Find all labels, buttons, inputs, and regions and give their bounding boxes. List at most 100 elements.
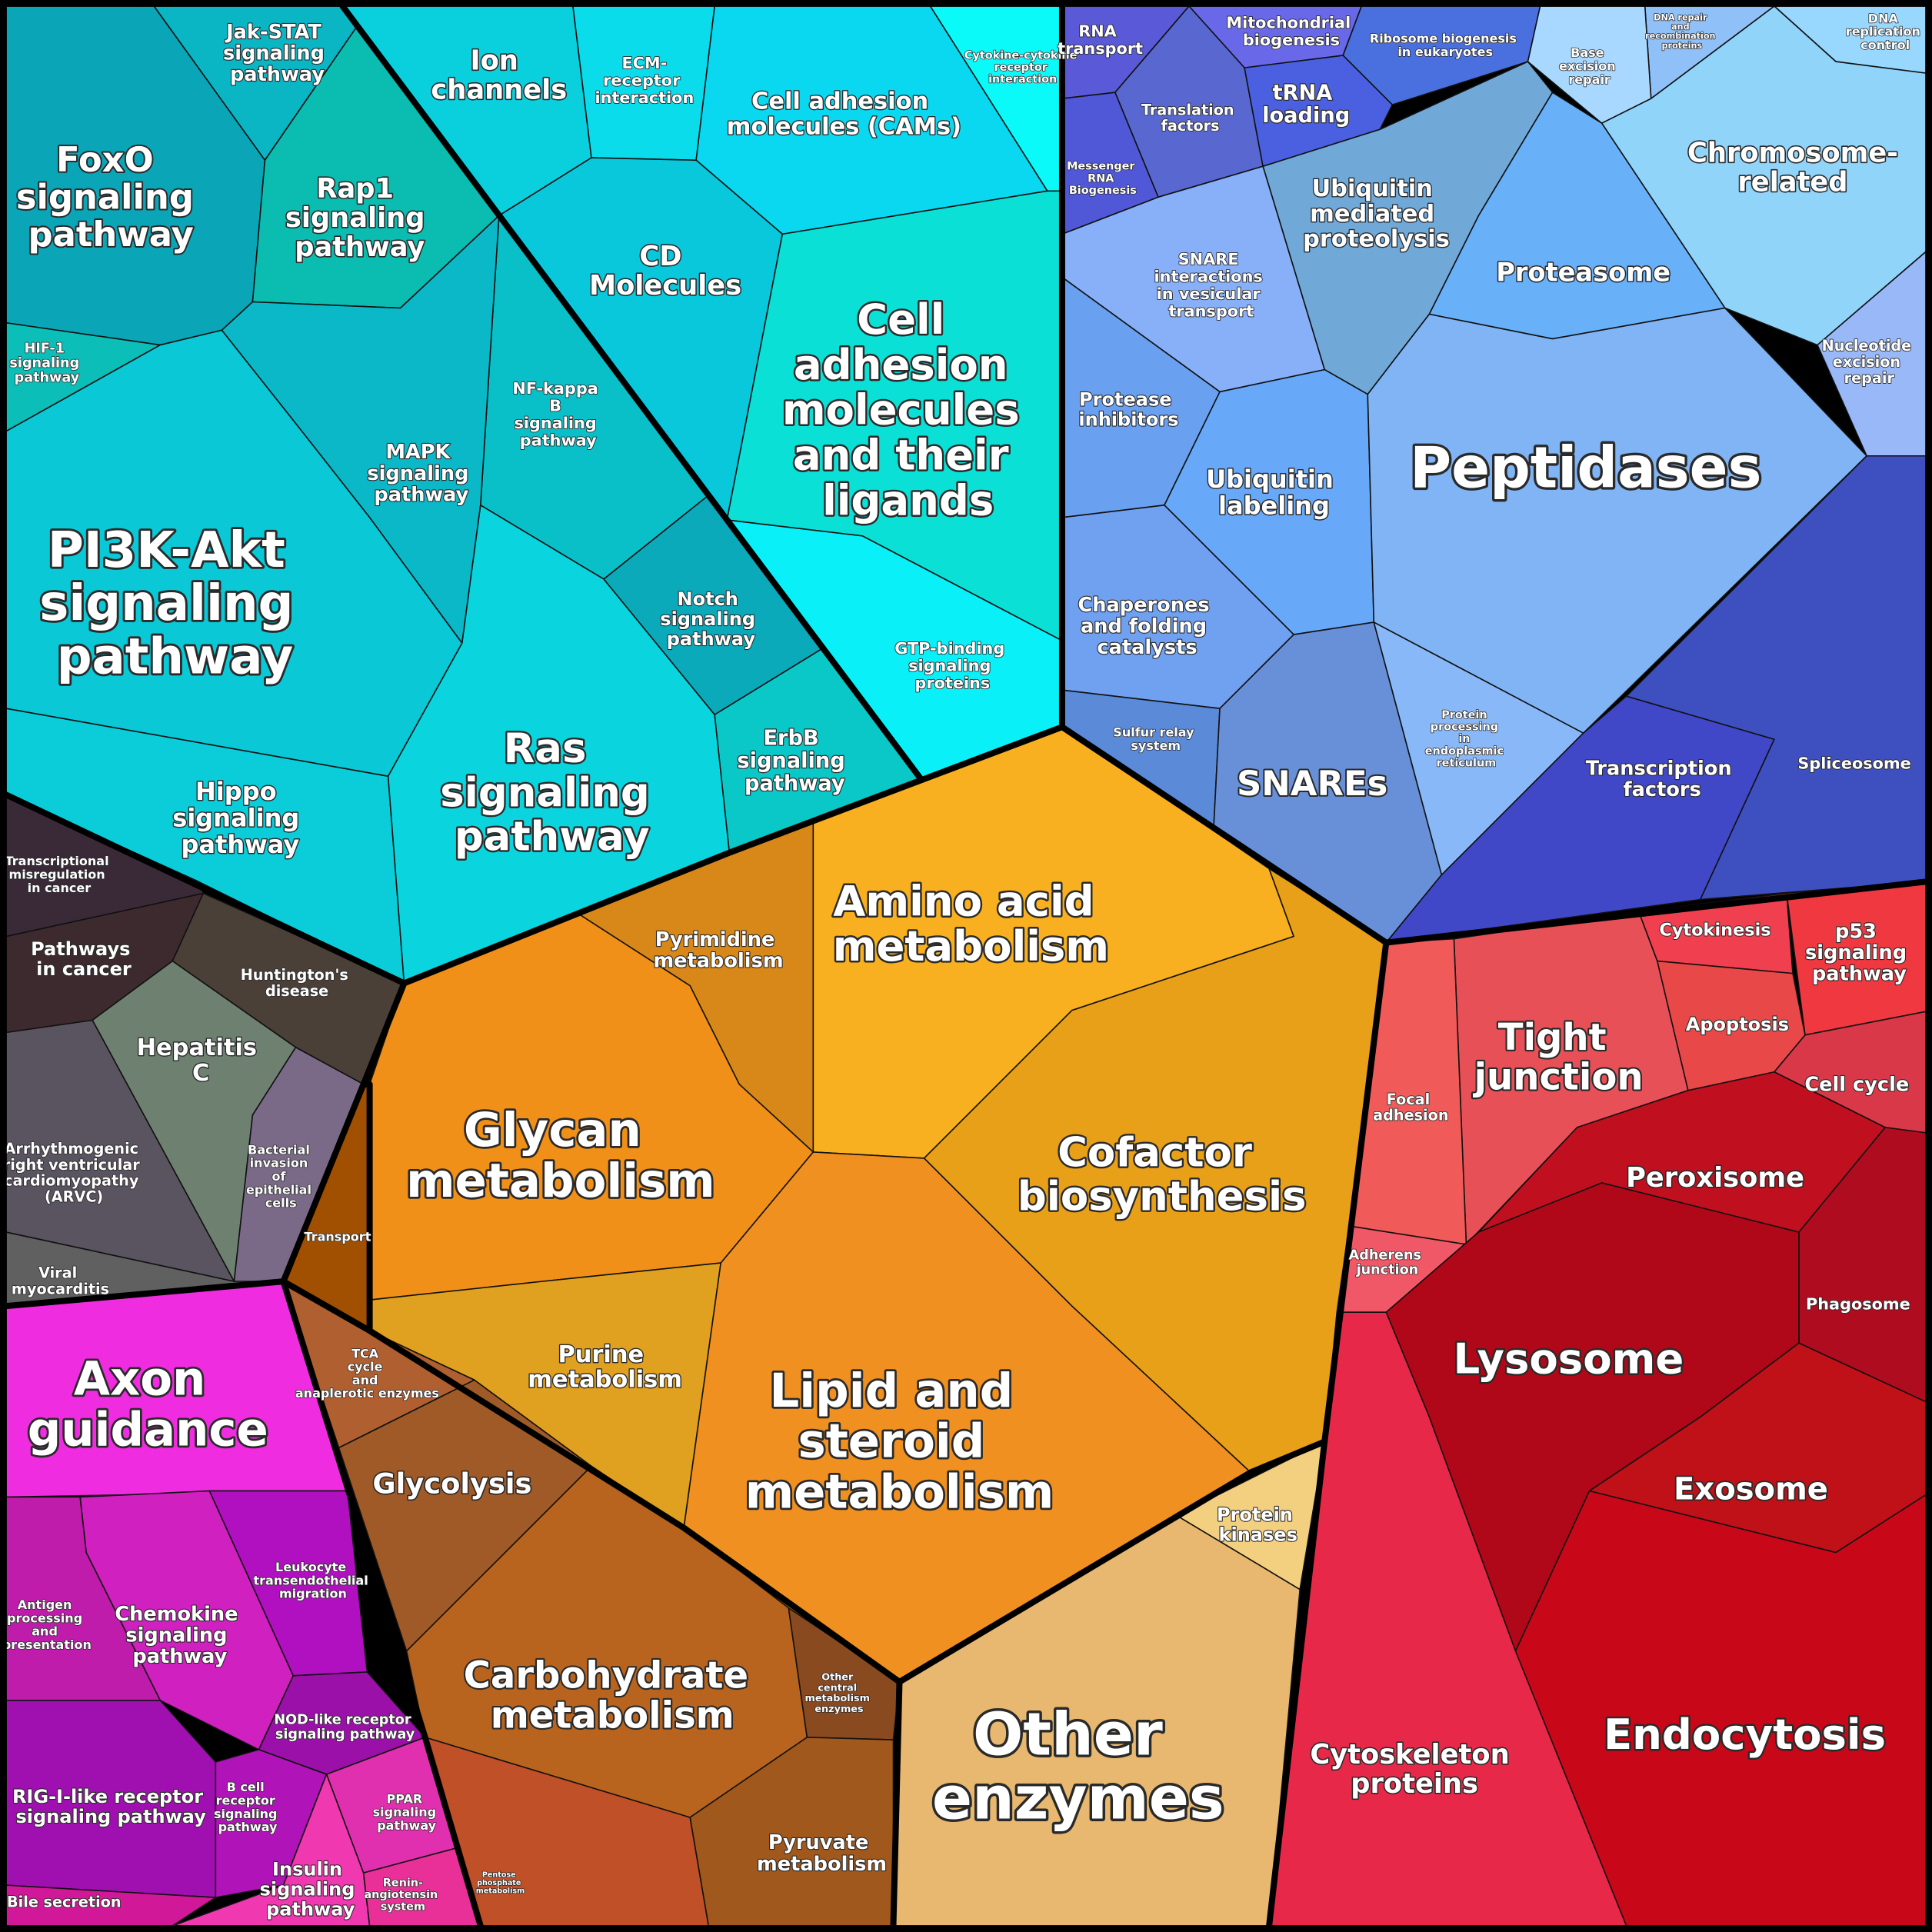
label-line: in vesicular [1157, 285, 1266, 303]
label-line: signaling [260, 1879, 361, 1900]
region-border [280, 1278, 484, 1929]
label-line: proteins [1661, 41, 1702, 51]
label-line: pathway [218, 1820, 278, 1834]
label-line: related [1737, 167, 1847, 198]
label-line: Carbohydrate [464, 1654, 761, 1697]
region-label: Cytokine-cytokine receptor interaction [964, 50, 1081, 86]
label-line: Cytoskeleton [1310, 1739, 1519, 1770]
label-line: cardiomyopathy [4, 1171, 144, 1189]
label-line: RIG-I-like receptor [12, 1786, 209, 1807]
label-line: signaling [367, 462, 475, 485]
label-line: presentation [2, 1637, 92, 1652]
label-line: Cofactor [1058, 1129, 1266, 1176]
region-label: Transcription factors [1586, 757, 1739, 801]
label-line: Jak-STAT [225, 21, 328, 44]
label-line: signaling [440, 769, 664, 816]
label-line: B [549, 397, 567, 415]
label-line: C [192, 1059, 209, 1086]
region-label: Notch signaling pathway [660, 588, 761, 650]
label-line: repair [1844, 368, 1895, 386]
region-label: Insulin signaling pathway [260, 1859, 361, 1920]
region-label: Spliceosome [1797, 754, 1910, 772]
region-label: Chemokine signaling pathway [115, 1603, 245, 1668]
label-line: recombination [1645, 32, 1718, 42]
label-line: Ubiquitin [1206, 465, 1342, 494]
label-line: Insulin [272, 1859, 348, 1880]
label-line: right ventricular [3, 1155, 145, 1173]
region-label: Translation factors [1141, 101, 1239, 135]
label-line: CD [639, 241, 691, 272]
label-line: Protein [1217, 1504, 1299, 1525]
region-label: Chromosome-related [1687, 137, 1898, 198]
region-label: Ion channels [431, 45, 567, 105]
label-line: signaling [223, 42, 331, 65]
label-line: kinases [1218, 1524, 1297, 1545]
label-line: signaling [16, 177, 206, 218]
label-line: Lipid and [770, 1363, 1030, 1417]
label-line: and their [793, 431, 1024, 480]
borders [3, 3, 1932, 1929]
label-line: system [1131, 738, 1181, 752]
labels: FoxO signaling pathway Jak-STAT signaling… [2, 10, 1925, 1921]
label-line: SNARE [1178, 250, 1244, 268]
cell [1244, 55, 1394, 168]
label-line: Nucleotide [1822, 337, 1917, 355]
label-line: pathway [744, 771, 845, 795]
label-line: adhesion [1373, 1106, 1448, 1124]
region-label: Ras signaling pathway [440, 725, 664, 860]
label-line: metabolism [528, 1366, 682, 1393]
label-line: channels [431, 74, 567, 105]
label-line: Renin- [383, 1877, 423, 1889]
region-border [3, 980, 408, 1310]
region-label: Cofactor biosynthesis [1018, 1129, 1307, 1220]
region-border [280, 1278, 373, 1334]
region-label: p53 signaling pathway [1805, 920, 1914, 985]
label-line: signaling [125, 1624, 234, 1647]
label-line: Apoptosis [1686, 1014, 1789, 1035]
label-line: of [271, 1168, 290, 1183]
label-line: transport [1058, 39, 1143, 58]
label-line: control [1860, 37, 1910, 52]
label-line: Chromosome- [1687, 137, 1898, 168]
label-line: FoxO [56, 139, 165, 180]
label-line: receptor [216, 1793, 280, 1807]
label-line: Antigen [18, 1597, 76, 1612]
label-line: pathway [520, 431, 597, 450]
label-line: Proteasome [1496, 257, 1671, 287]
label-line: Cell adhesion [751, 88, 937, 115]
region-label: DNA replication control [1846, 11, 1925, 52]
label-line: signaling [172, 803, 308, 832]
cell [1625, 455, 1932, 901]
label-line: excision [1559, 58, 1620, 73]
label-line: Transport [305, 1229, 371, 1244]
label-line: pathway [455, 813, 650, 860]
label-line: Cell [857, 295, 959, 344]
label-line: molecules (CAMs) [727, 113, 961, 140]
label-line: pathway [230, 63, 325, 86]
region-label: Messenger RNA Biogenesis [1067, 161, 1139, 197]
label-line: signaling [660, 608, 761, 630]
label-line: Spliceosome [1797, 754, 1910, 772]
region-label: Pathways in cancer [31, 938, 137, 980]
label-line: biosynthesis [1018, 1173, 1307, 1220]
label-line: steroid [798, 1414, 1001, 1468]
region-label: Pentose phosphate metabolism [476, 1871, 525, 1896]
label-line: Glycolysis [372, 1467, 531, 1500]
region-label: Phagosome [1806, 1295, 1910, 1314]
label-line: Protein [1441, 709, 1491, 721]
region-label: Other enzymes [932, 1701, 1224, 1834]
region-label: Base excision repair [1559, 45, 1620, 87]
region-label: PPAR signaling pathway [373, 1791, 441, 1833]
label-line: metabolism [476, 1887, 525, 1895]
label-line: transport [1168, 301, 1254, 320]
label-line: and folding [1081, 615, 1214, 638]
region-label: PI3K-Akt signaling pathway [39, 522, 311, 685]
region-label: Cell cycle [1804, 1073, 1909, 1096]
region-label: Protein processing in endoplasmic reticu… [1425, 709, 1507, 769]
label-line: Huntington's [241, 966, 354, 984]
region-label: Ubiquitin mediated proteolysis [1303, 175, 1450, 252]
label-line: Pathways [31, 938, 137, 960]
region-label: Transcriptional misregulation in cancer [5, 854, 114, 895]
region-label: Chaperones and folding catalysts [1078, 594, 1216, 659]
label-line: pathway [295, 232, 425, 263]
